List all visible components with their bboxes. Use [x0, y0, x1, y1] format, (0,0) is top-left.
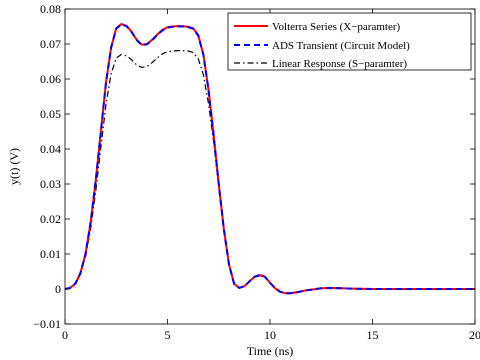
series-layer — [65, 23, 475, 295]
y-axis-title: y(t) (V) — [7, 148, 21, 185]
y-tick-label: 0.05 — [40, 107, 61, 121]
legend-box — [227, 12, 472, 71]
legend-entry-volterra: Volterra Series (X−paramter) — [234, 21, 401, 33]
x-tick-label: 0 — [62, 328, 68, 342]
x-tick-label: 15 — [367, 328, 379, 342]
y-tick-label: 0.08 — [40, 2, 61, 16]
series-line-ads — [65, 23, 475, 295]
legend: Volterra Series (X−paramter) ADS Transie… — [227, 12, 472, 71]
y-tick-label: −0.01 — [33, 317, 61, 331]
x-tick-label: 5 — [165, 328, 171, 342]
legend-entry-linear: Linear Response (S−paramter) — [234, 58, 407, 70]
legend-label-ads: ADS Transient (Circuit Model) — [272, 40, 410, 52]
x-tick-label: 10 — [264, 328, 276, 342]
legend-label-volterra: Volterra Series (X−paramter) — [272, 21, 401, 33]
y-tick-label: 0.01 — [40, 247, 61, 261]
y-tick-label: 0 — [55, 282, 61, 296]
y-tick-label: 0.02 — [40, 212, 61, 226]
ticks-layer: 0 5 10 15 20−0.0100.010.020.030.040.050.060.… — [33, 2, 480, 342]
x-axis-title: Time (ns) — [247, 344, 294, 358]
y-tick-label: 0.06 — [40, 72, 61, 86]
y-tick-label: 0.07 — [40, 37, 61, 51]
x-tick-label: 20 — [469, 328, 480, 342]
y-tick-label: 0.03 — [40, 177, 61, 191]
legend-label-linear: Linear Response (S−paramter) — [272, 58, 407, 70]
y-tick-label: 0.04 — [40, 142, 61, 156]
legend-entry-ads: ADS Transient (Circuit Model) — [234, 40, 410, 52]
